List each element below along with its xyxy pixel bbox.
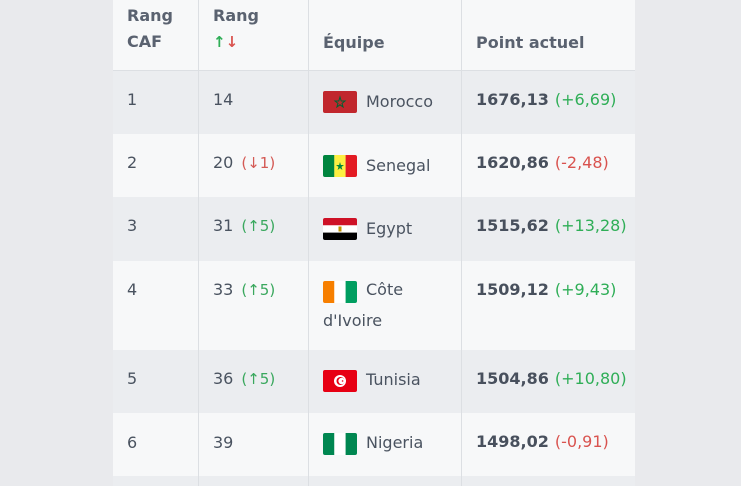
world-rank: 31 <box>213 216 234 235</box>
cote-divoire-flag-icon <box>323 281 357 303</box>
points-change: (+9,43) <box>554 280 617 299</box>
team-name: Senegal <box>366 156 431 175</box>
points-change: (+6,69) <box>554 90 617 109</box>
team-name-line1: Côte <box>366 280 404 299</box>
nigeria-flag-icon <box>323 433 357 455</box>
points: 1504,86 <box>476 369 549 388</box>
rank-change: (↓1) <box>241 154 276 172</box>
rank-change: (↑5) <box>241 370 276 388</box>
points-change: (+13,28) <box>554 216 627 235</box>
team-name-line2: d'Ivoire <box>323 311 383 330</box>
table-row[interactable]: 2 20 (↓1) Senegal 1620,86 (-2,48) <box>113 134 635 197</box>
caf-rank: 4 <box>127 280 138 299</box>
table-header: Rang CAF Rang ↑↓ Équipe Point actuel <box>113 0 635 71</box>
points: 1498,02 <box>476 432 549 451</box>
table-row[interactable]: 4 33 (↑5) Côte d'Ivoire 1509,12 (+9,43) <box>113 261 635 350</box>
ranking-table: Rang CAF Rang ↑↓ Équipe Point actuel <box>113 0 635 486</box>
world-rank: 14 <box>213 90 234 109</box>
points: 1676,13 <box>476 90 549 109</box>
header-team[interactable]: Équipe <box>309 0 462 70</box>
world-rank: 33 <box>213 280 234 299</box>
morocco-flag-icon <box>323 91 357 113</box>
header-rank-caf-line2: CAF <box>127 32 163 51</box>
team-name: Morocco <box>366 92 433 111</box>
senegal-flag-icon <box>323 155 357 177</box>
header-rank[interactable]: Rang ↑↓ <box>199 0 309 70</box>
points: 1509,12 <box>476 280 549 299</box>
rank-change: (↑5) <box>241 217 276 235</box>
table-row[interactable]: 5 36 (↑5) Tunisia 1504,86 (+10,80) <box>113 350 635 413</box>
caf-rank: 1 <box>127 90 138 109</box>
caf-rank: 5 <box>127 369 138 388</box>
world-rank: 20 <box>213 153 234 172</box>
table-row[interactable]: 3 31 (↑5) Egypt 1515,62 (+13,28) <box>113 197 635 261</box>
team-name: Egypt <box>366 219 413 238</box>
world-rank: 39 <box>213 433 234 452</box>
header-points-label: Point actuel <box>476 33 585 52</box>
table-row[interactable]: 6 39 Nigeria 1498,02 (-0,91) <box>113 413 635 476</box>
table-row[interactable]: 1 14 Morocco 1676,13 (+6,69) <box>113 71 635 134</box>
team-name: Nigeria <box>366 433 424 452</box>
caf-rank: 3 <box>127 216 138 235</box>
arrow-down-icon: ↓ <box>225 33 239 51</box>
points-change: (-0,91) <box>554 432 609 451</box>
caf-rank: 6 <box>127 433 138 452</box>
points-change: (+10,80) <box>554 369 627 388</box>
rank-change: (↑5) <box>241 281 276 299</box>
team-name: Tunisia <box>366 370 421 389</box>
header-team-label: Équipe <box>323 33 385 52</box>
points: 1620,86 <box>476 153 549 172</box>
table-row-partial <box>113 476 635 486</box>
points-change: (-2,48) <box>554 153 609 172</box>
header-rank-caf[interactable]: Rang CAF <box>113 0 199 70</box>
arrow-up-icon: ↑ <box>213 33 226 51</box>
header-points[interactable]: Point actuel <box>462 0 635 70</box>
header-rank-caf-line1: Rang <box>127 6 173 25</box>
egypt-flag-icon <box>323 218 357 240</box>
world-rank: 36 <box>213 369 234 388</box>
header-rank-line1: Rang <box>213 6 259 25</box>
points: 1515,62 <box>476 216 549 235</box>
tunisia-flag-icon <box>323 370 357 392</box>
caf-rank: 2 <box>127 153 138 172</box>
